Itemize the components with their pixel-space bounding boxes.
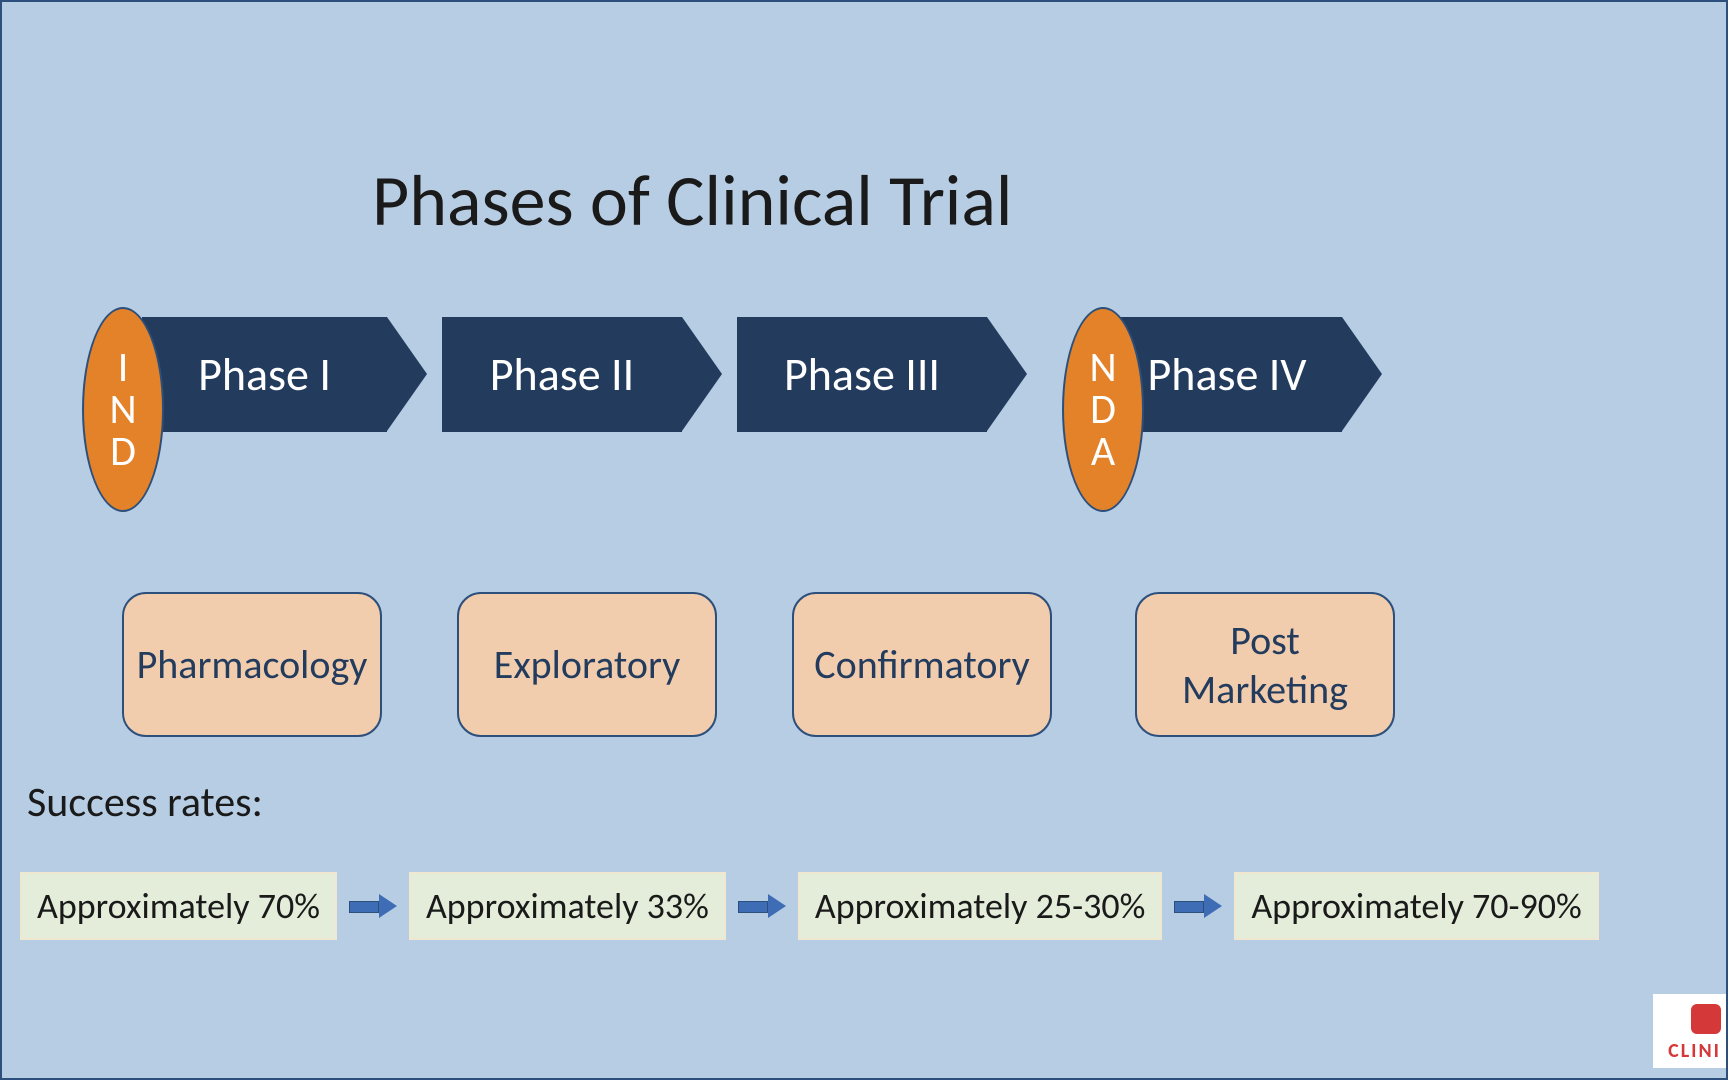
chevron-container: Phase I Phase II Phase III Phase IV bbox=[142, 317, 1352, 432]
phase-type-box: Post Marketing bbox=[1135, 592, 1395, 737]
phase-type-row: Pharmacology Exploratory Confirmatory Po… bbox=[122, 592, 1395, 737]
ind-letter: D bbox=[110, 431, 136, 473]
brand-logo: CLINI bbox=[1653, 994, 1726, 1068]
phase-type-box: Exploratory bbox=[457, 592, 717, 737]
phase-chevron-row: I N D N D A Phase I Phase II Phase III P… bbox=[82, 317, 1352, 432]
success-rate-box: Approximately 70-90% bbox=[1234, 872, 1598, 940]
nda-letter: D bbox=[1090, 389, 1116, 431]
nda-letter: A bbox=[1091, 431, 1115, 473]
brand-logo-text: CLINI bbox=[1668, 1039, 1721, 1063]
phase-chevron: Phase I bbox=[142, 317, 387, 432]
success-rate-box: Approximately 33% bbox=[409, 872, 726, 940]
page-title: Phases of Clinical Trial bbox=[372, 157, 1012, 245]
phase-type-box: Confirmatory bbox=[792, 592, 1052, 737]
success-rate-box: Approximately 25-30% bbox=[798, 872, 1162, 940]
arrow-right-icon bbox=[349, 894, 397, 918]
success-rates-label: Success rates: bbox=[27, 777, 263, 828]
ind-gate-oval: I N D bbox=[82, 307, 164, 512]
nda-gate-oval: N D A bbox=[1062, 307, 1144, 512]
phase-chevron: Phase III bbox=[737, 317, 987, 432]
phase-type-box: Pharmacology bbox=[122, 592, 382, 737]
success-rate-box: Approximately 70% bbox=[20, 872, 337, 940]
phase-chevron: Phase IV bbox=[1112, 317, 1342, 432]
nda-letter: N bbox=[1089, 347, 1116, 389]
ind-letter: I bbox=[118, 347, 129, 389]
brand-logo-icon bbox=[1691, 1004, 1721, 1034]
ind-letter: N bbox=[109, 389, 136, 431]
phase-chevron: Phase II bbox=[442, 317, 682, 432]
arrow-right-icon bbox=[1174, 894, 1222, 918]
success-rates-row: Approximately 70% Approximately 33% Appr… bbox=[20, 872, 1599, 940]
arrow-right-icon bbox=[738, 894, 786, 918]
